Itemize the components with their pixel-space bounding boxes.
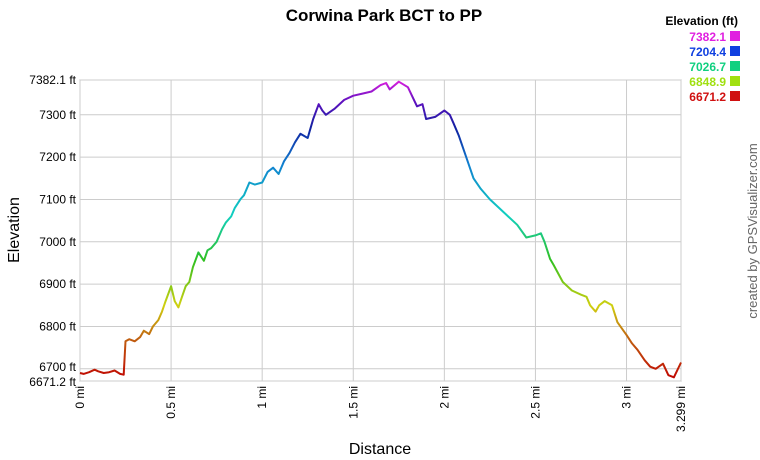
legend: Elevation (ft) 7382.17204.47026.76848.96… — [665, 14, 740, 104]
legend-entry-label: 7204.4 — [689, 45, 726, 59]
legend-entry-label: 6848.9 — [689, 75, 726, 89]
x-tick-label: 1.5 mi — [346, 386, 360, 419]
y-tick-label: 6671.2 ft — [29, 375, 76, 389]
y-tick-label: 7382.1 ft — [29, 73, 76, 87]
y-tick-label: 7300 ft — [39, 108, 76, 122]
elevation-line — [79, 80, 682, 379]
grid-lines — [79, 79, 682, 382]
legend-entry-label: 6671.2 — [689, 90, 726, 104]
y-tick-label: 7000 ft — [39, 235, 76, 249]
x-axis-label: Distance — [349, 441, 411, 458]
credit-text: created by GPSVisualizer.com — [745, 143, 760, 318]
y-tick-label: 6900 ft — [39, 277, 76, 291]
x-tick-label: 1 mi — [255, 386, 269, 409]
legend-entry-label: 7382.1 — [689, 30, 726, 44]
legend-swatch — [730, 91, 740, 101]
x-tick-label: 2.5 mi — [528, 386, 542, 419]
legend-swatch — [730, 31, 740, 41]
y-axis-label: Elevation — [6, 197, 23, 263]
legend-entry-label: 7026.7 — [689, 60, 726, 74]
plot-area — [79, 79, 682, 382]
y-tick-label: 7200 ft — [39, 150, 76, 164]
x-axis-ticks: 0 mi 0.5 mi 1 mi 1.5 mi 2 mi 2.5 mi 3 mi 3.299 … — [73, 386, 688, 432]
y-tick-label: 6700 ft — [39, 360, 76, 374]
legend-swatch — [730, 46, 740, 56]
x-tick-label: 0.5 mi — [164, 386, 178, 419]
x-tick-label: 3 mi — [620, 386, 634, 409]
x-tick-label: 2 mi — [437, 386, 451, 409]
x-tick-label: 0 mi — [73, 386, 87, 409]
chart-title: Corwina Park BCT to PP — [286, 6, 482, 25]
y-tick-label: 6800 ft — [39, 319, 76, 333]
legend-swatch — [730, 76, 740, 86]
legend-swatch — [730, 61, 740, 71]
y-tick-label: 7100 ft — [39, 192, 76, 206]
x-tick-label: 3.299 mi — [674, 386, 688, 432]
legend-title: Elevation (ft) — [665, 14, 738, 28]
